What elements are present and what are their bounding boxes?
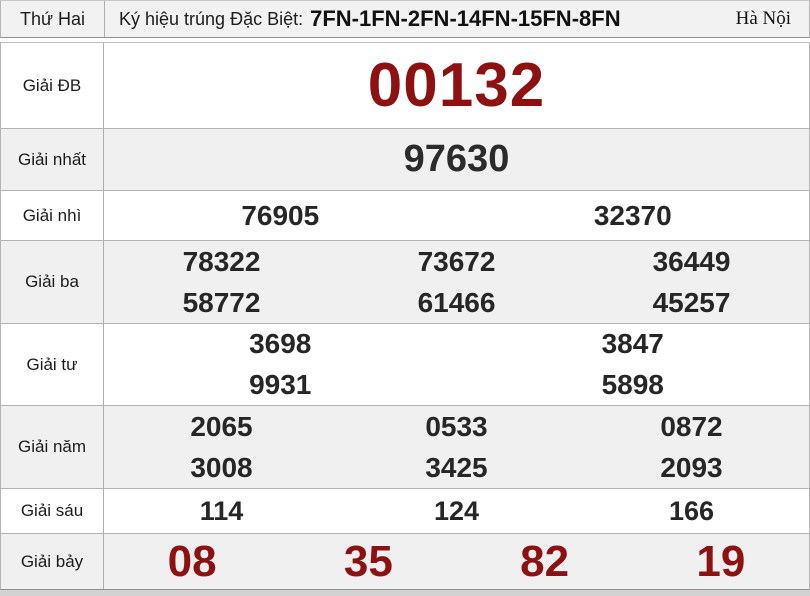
prize-values: 2065 0533 0872 3008 3425 2093 [104, 406, 809, 488]
prize-row: Giải sáu 114 124 166 [1, 488, 809, 533]
prize-values: 08 35 82 19 [104, 534, 809, 589]
weekday-label: Thứ Hai [1, 1, 105, 37]
special-sign: Ký hiệu trúng Đặc Biệt: 7FN-1FN-2FN-14FN… [105, 1, 736, 37]
prize-value: 82 [520, 536, 570, 586]
prize-table: Giải ĐB 00132 Giải nhất 97630 Giải nhì 76905 3… [0, 42, 810, 590]
prize-value: 61466 [417, 286, 496, 318]
bottom-strip [0, 590, 810, 596]
prize-value: 73672 [417, 245, 496, 277]
prize-row: Giải ĐB 00132 [1, 43, 809, 128]
prize-line: 97630 [104, 129, 809, 190]
prize-line: 2065 0533 0872 [104, 406, 809, 447]
prize-row: Giải ba 78322 73672 36449 58772 61466 45257 [1, 240, 809, 323]
prize-values: 00132 [104, 43, 809, 128]
prize-value: 166 [668, 495, 715, 526]
prize-value: 3425 [425, 451, 488, 483]
prize-line: 00132 [104, 43, 809, 128]
prize-line: 114 124 166 [104, 489, 809, 533]
prize-value: 45257 [652, 286, 731, 318]
prize-line: 3008 3425 2093 [104, 447, 809, 488]
prize-value: 36449 [652, 245, 731, 277]
prize-line: 08 35 82 19 [104, 534, 809, 589]
prize-value: 9931 [249, 368, 312, 400]
prize-value: 0872 [660, 410, 723, 442]
special-sign-codes: 7FN-1FN-2FN-14FN-15FN-8FN [310, 6, 621, 31]
prize-values: 3698 3847 9931 5898 [104, 324, 809, 405]
prize-value: 35 [343, 536, 393, 586]
prize-label: Giải năm [1, 406, 104, 488]
prize-row: Giải tư 3698 3847 9931 5898 [1, 323, 809, 405]
prize-values: 78322 73672 36449 58772 61466 45257 [104, 241, 809, 323]
prize-value: 19 [696, 536, 746, 586]
prize-value: 00132 [367, 51, 546, 120]
prize-row: Giải nhất 97630 [1, 128, 809, 190]
prize-value: 08 [167, 536, 217, 586]
prize-value: 114 [199, 495, 244, 526]
prize-row: Giải bảy 08 35 82 19 [1, 533, 809, 589]
prize-values: 76905 32370 [104, 191, 809, 240]
prize-line: 58772 61466 45257 [104, 282, 809, 323]
prize-value: 2065 [190, 410, 253, 442]
prize-value: 58772 [182, 286, 261, 318]
prize-value: 3698 [249, 328, 312, 360]
prize-line: 76905 32370 [104, 191, 809, 240]
prize-value: 32370 [593, 199, 672, 231]
prize-value: 78322 [182, 245, 261, 277]
prize-row: Giải nhì 76905 32370 [1, 190, 809, 240]
prize-row: Giải năm 2065 0533 0872 3008 3425 2093 [1, 405, 809, 488]
prize-value: 76905 [241, 199, 320, 231]
prize-label: Giải nhì [1, 191, 104, 240]
prize-label: Giải ba [1, 241, 104, 323]
region-label: Hà Nội [735, 8, 791, 29]
special-sign-label: Ký hiệu trúng Đặc Biệt: [119, 8, 304, 29]
prize-label: Giải nhất [1, 129, 104, 190]
prize-value: 3847 [601, 328, 664, 360]
prize-line: 3698 3847 [104, 324, 809, 365]
results-header: Thứ Hai Ký hiệu trúng Đặc Biệt: 7FN-1FN-… [0, 0, 810, 38]
prize-value: 5898 [601, 368, 664, 400]
prize-values: 114 124 166 [104, 489, 809, 533]
prize-value: 0533 [425, 410, 488, 442]
prize-value: 97630 [403, 138, 510, 180]
prize-label: Giải ĐB [1, 43, 104, 128]
prize-label: Giải sáu [1, 489, 104, 533]
prize-value: 2093 [660, 451, 723, 483]
prize-line: 9931 5898 [104, 365, 809, 406]
prize-label: Giải tư [1, 324, 104, 405]
header-gap [0, 38, 810, 42]
prize-value: 3008 [190, 451, 253, 483]
prize-line: 78322 73672 36449 [104, 241, 809, 282]
prize-values: 97630 [104, 129, 809, 190]
prize-label: Giải bảy [1, 534, 104, 589]
prize-value: 124 [433, 495, 480, 526]
